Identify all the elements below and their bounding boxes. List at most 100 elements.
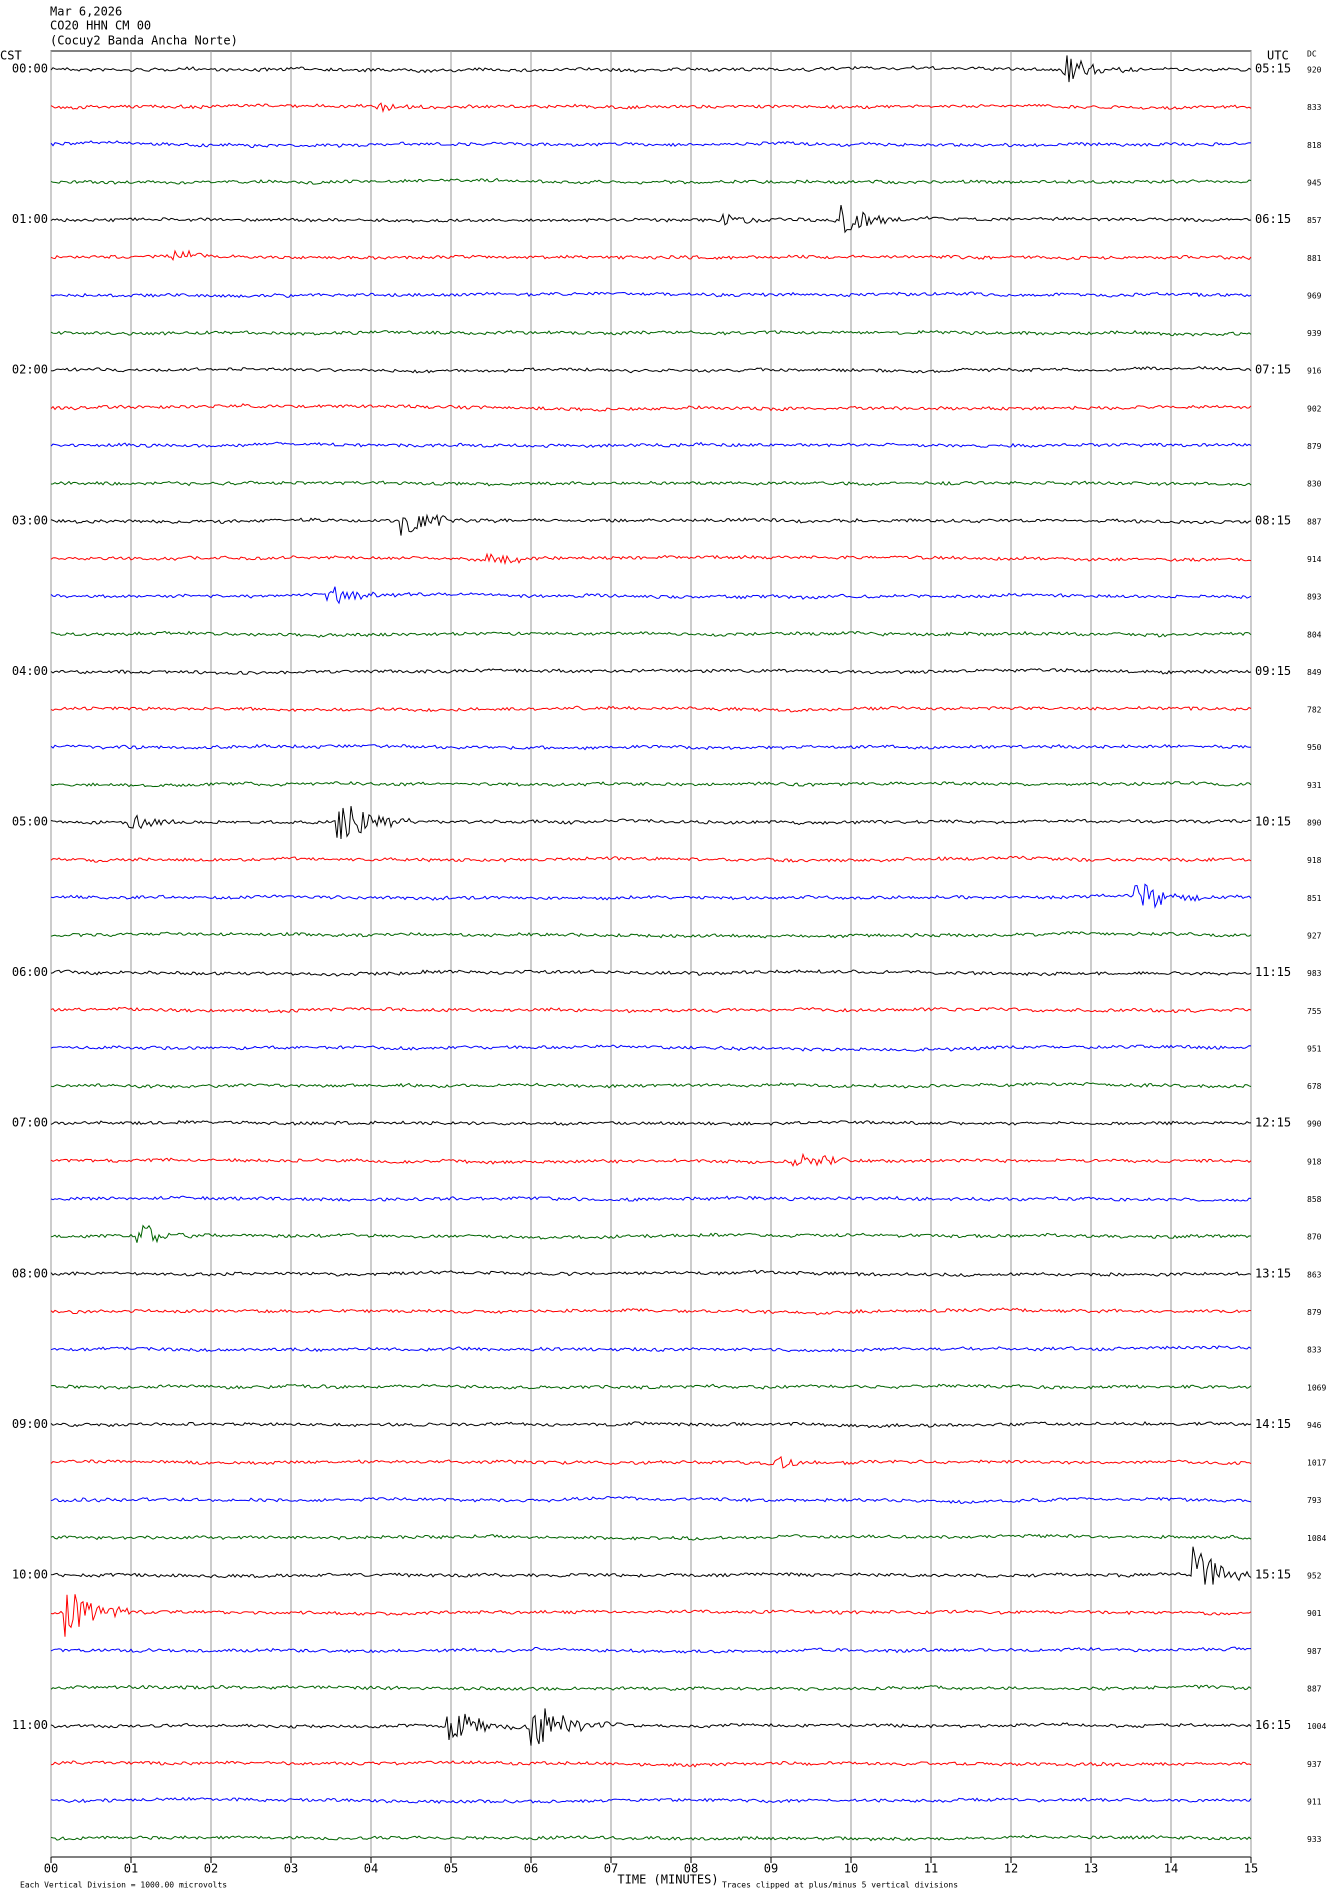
dc-value: 952: [1307, 1572, 1322, 1581]
footer-clip: Traces clipped at plus/minus 5 vertical …: [722, 1881, 958, 1890]
trace: [50, 330, 1252, 337]
utc-label: 06:15: [1255, 212, 1291, 226]
dc-value: 849: [1307, 668, 1322, 677]
trace: [50, 969, 1252, 977]
trace: [50, 1834, 1252, 1842]
x-tick-label: 08: [684, 1862, 698, 1876]
utc-label: 10:15: [1255, 815, 1291, 829]
trace: [50, 1546, 1252, 1585]
header-line: CO20 HHN CM 00: [50, 19, 151, 33]
utc-label: 11:15: [1255, 965, 1291, 979]
dc-value: 1084: [1307, 1534, 1326, 1543]
trace: [50, 1646, 1251, 1654]
trace: [50, 441, 1252, 448]
dc-value: 830: [1307, 480, 1322, 489]
utc-label: 07:15: [1255, 363, 1291, 377]
cst-label: 05:00: [12, 815, 48, 829]
trace: [50, 205, 1252, 234]
trace: [50, 705, 1252, 713]
trace: [50, 140, 1252, 149]
trace: [50, 1533, 1252, 1541]
trace: [50, 1760, 1252, 1768]
dc-value: 833: [1307, 103, 1322, 112]
dc-value: 893: [1307, 593, 1322, 602]
dc-value: 890: [1307, 819, 1322, 828]
trace: [50, 1455, 1252, 1469]
trace: [50, 1119, 1251, 1127]
trace: [50, 1345, 1252, 1353]
trace: [50, 630, 1252, 638]
cst-label: 08:00: [12, 1266, 48, 1280]
trace: [50, 1081, 1252, 1089]
trace: [50, 855, 1252, 863]
trace: [50, 883, 1252, 909]
dc-value: 914: [1307, 555, 1322, 564]
dc-value: 833: [1307, 1346, 1322, 1355]
x-tick-label: 10: [844, 1862, 858, 1876]
trace: [50, 1195, 1252, 1202]
trace: [50, 552, 1252, 566]
dc-value: 782: [1307, 706, 1322, 715]
utc-label: 16:15: [1255, 1718, 1291, 1732]
utc-label: 08:15: [1255, 513, 1291, 527]
dc-value: 946: [1307, 1421, 1322, 1430]
cst-label: 03:00: [12, 513, 48, 527]
trace: [50, 1044, 1252, 1052]
x-tick-label: 02: [204, 1862, 218, 1876]
dc-value: 863: [1307, 1270, 1322, 1279]
dc-value: 918: [1307, 1157, 1322, 1166]
trace: [50, 743, 1252, 751]
trace: [50, 403, 1252, 412]
utc-label: 09:15: [1255, 664, 1291, 678]
dc-value: 879: [1307, 1308, 1322, 1317]
header-line: Mar 6,2026: [50, 5, 122, 19]
utc-label: 05:15: [1255, 62, 1291, 76]
dc-value: 1004: [1307, 1722, 1326, 1731]
trace: [50, 1684, 1252, 1692]
dc-value: 870: [1307, 1233, 1322, 1242]
x-tick-label: 15: [1244, 1862, 1258, 1876]
dc-value: 902: [1307, 404, 1322, 413]
cst-label: 07:00: [12, 1116, 48, 1130]
utc-label: 13:15: [1255, 1266, 1291, 1280]
trace: [50, 1594, 1252, 1637]
footer-scale: Each Vertical Division = 1000.00 microvo…: [20, 1881, 227, 1890]
cst-label: 10:00: [12, 1568, 48, 1582]
dc-label: DC: [1307, 50, 1317, 59]
trace: [50, 177, 1252, 185]
trace: [50, 291, 1252, 299]
x-tick-label: 14: [1164, 1862, 1178, 1876]
x-tick-label: 05: [444, 1862, 458, 1876]
trace: [50, 1496, 1252, 1505]
trace: [50, 931, 1252, 939]
x-tick-label: 09: [764, 1862, 778, 1876]
dc-value: 901: [1307, 1609, 1322, 1618]
dc-value: 927: [1307, 931, 1322, 940]
dc-value: 987: [1307, 1647, 1322, 1656]
trace: [50, 1307, 1252, 1316]
dc-value: 918: [1307, 856, 1322, 865]
trace: [50, 1383, 1252, 1390]
trace: [50, 365, 1252, 374]
trace: [50, 781, 1252, 788]
dc-value: 950: [1307, 743, 1322, 752]
dc-value: 887: [1307, 517, 1322, 526]
trace: [50, 1224, 1252, 1244]
dc-value: 920: [1307, 66, 1322, 75]
trace: [50, 55, 1252, 83]
dc-value: 983: [1307, 969, 1322, 978]
x-tick-label: 12: [1004, 1862, 1018, 1876]
dc-value: 916: [1307, 367, 1322, 376]
x-tick-label: 00: [44, 1862, 58, 1876]
dc-value: 1069: [1307, 1383, 1326, 1392]
trace: [50, 1006, 1252, 1014]
dc-value: 990: [1307, 1120, 1322, 1129]
cst-label: 02:00: [12, 363, 48, 377]
header-line: (Cocuy2 Banda Ancha Norte): [50, 34, 238, 48]
dc-value: 857: [1307, 216, 1322, 225]
dc-value: 818: [1307, 141, 1322, 150]
dc-value: 879: [1307, 442, 1322, 451]
dc-value: 939: [1307, 329, 1322, 338]
x-tick-label: 04: [364, 1862, 378, 1876]
